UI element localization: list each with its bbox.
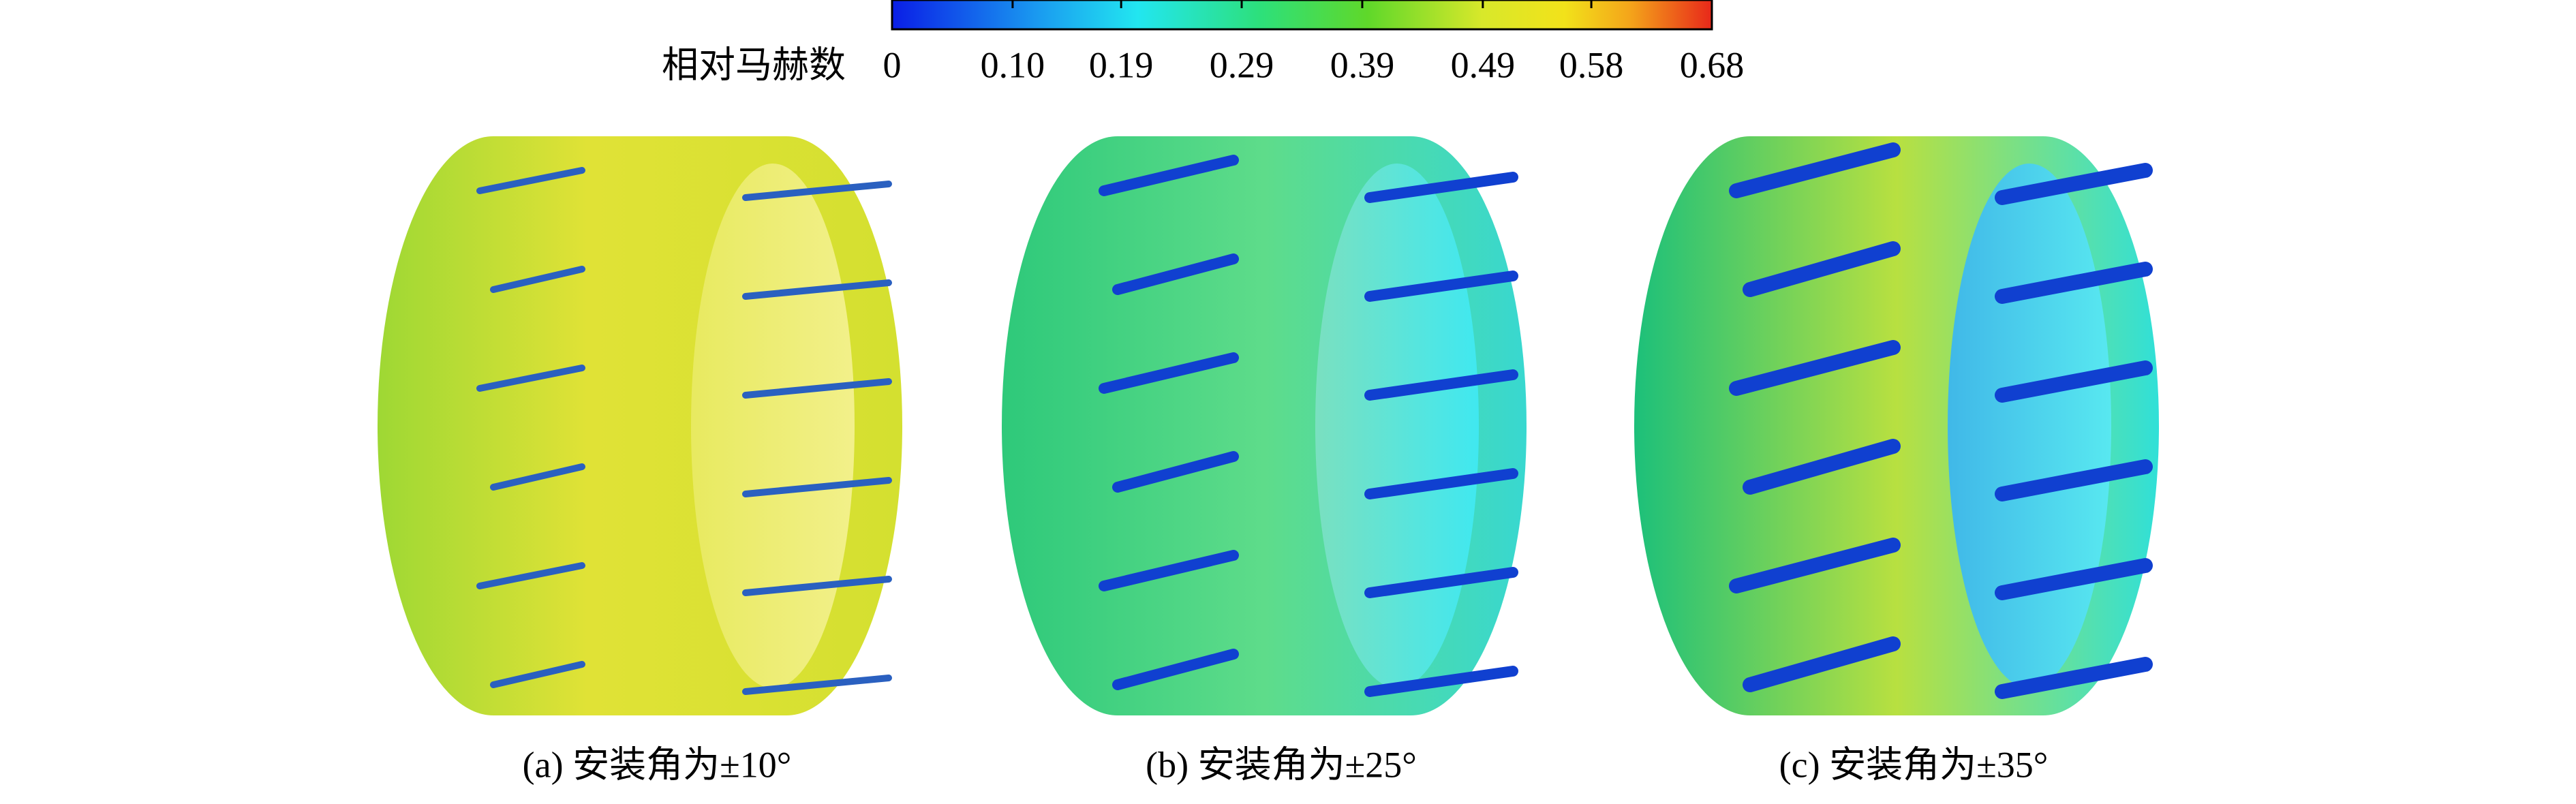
colorbar-tick-label: 0 xyxy=(883,44,902,85)
blade xyxy=(742,576,892,596)
colorbar-tick-label: 0.19 xyxy=(1089,44,1154,85)
blade xyxy=(1364,468,1518,499)
blade xyxy=(1112,649,1239,690)
blade xyxy=(476,365,585,392)
panel-caption: (a) 安装角为±10° xyxy=(523,744,792,785)
blade xyxy=(476,167,585,194)
blade xyxy=(490,463,585,491)
blade xyxy=(1099,550,1239,591)
blade xyxy=(1364,172,1518,203)
blade xyxy=(1995,657,2153,699)
blade xyxy=(490,661,585,688)
blade xyxy=(1995,163,2153,205)
blade xyxy=(1364,666,1518,697)
colorbar-tick-label: 0.29 xyxy=(1210,44,1274,85)
blade xyxy=(490,266,585,293)
colorbar xyxy=(891,0,1713,31)
blade xyxy=(742,181,892,201)
blade xyxy=(742,477,892,497)
blade xyxy=(1729,538,1901,593)
cylinder-opening xyxy=(1948,164,2111,688)
colorbar-tick-label: 0.68 xyxy=(1680,44,1745,85)
blade xyxy=(1743,241,1901,297)
blade xyxy=(1729,142,1901,198)
blade xyxy=(1364,369,1518,401)
blade xyxy=(1112,253,1239,295)
blade xyxy=(1364,567,1518,598)
panels: (a) 安装角为±10° (b) 安装角为±25° (c) 安装角为±35° xyxy=(378,136,2159,785)
blade xyxy=(1364,270,1518,302)
colorbar-tick-label: 0.10 xyxy=(981,44,1045,85)
blade xyxy=(1729,340,1901,396)
blade xyxy=(1099,352,1239,394)
colorbar-label: 相对马赫数 xyxy=(662,44,846,85)
blade xyxy=(1099,155,1239,196)
blade xyxy=(1995,360,2153,403)
blade xyxy=(476,562,585,589)
cylinder-opening xyxy=(691,164,855,688)
colorbar-tick-label: 0.39 xyxy=(1330,44,1395,85)
panel-caption: (c) 安装角为±35° xyxy=(1779,744,2049,785)
cylinder-opening xyxy=(1315,164,1479,688)
blade xyxy=(742,279,892,300)
blade xyxy=(1743,636,1901,692)
blade xyxy=(1743,439,1901,495)
blade xyxy=(1995,262,2153,304)
blade xyxy=(742,675,892,695)
colorbar-tick-label: 0.49 xyxy=(1451,44,1516,85)
colorbar-tick-label: 0.58 xyxy=(1559,44,1624,85)
blade xyxy=(1995,459,2153,501)
panel-caption: (b) 安装角为±25° xyxy=(1146,744,1417,785)
blade xyxy=(1995,558,2153,600)
blade xyxy=(742,378,892,399)
blade xyxy=(1112,451,1239,493)
